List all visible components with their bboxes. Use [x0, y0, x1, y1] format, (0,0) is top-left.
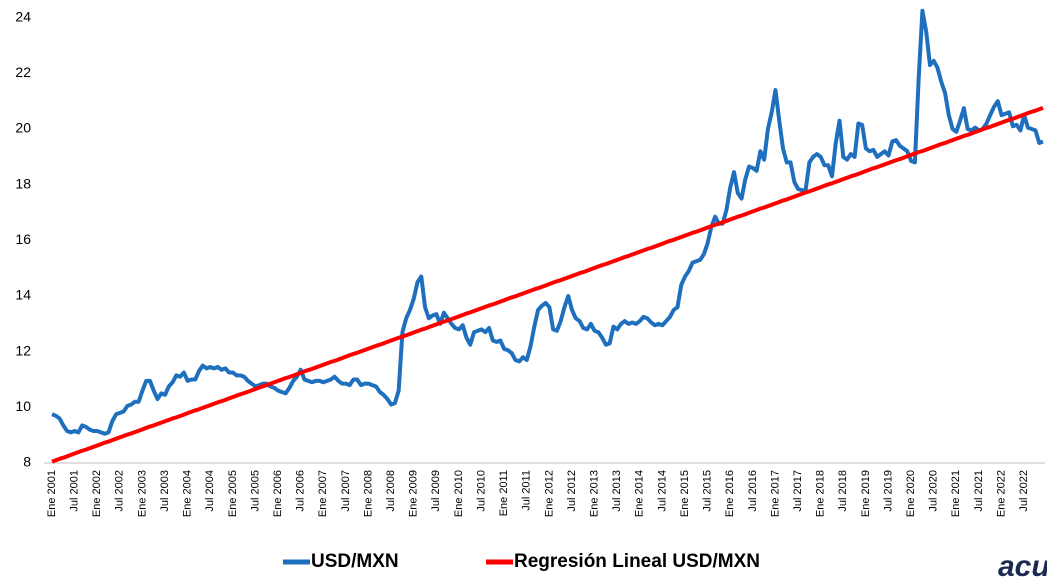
x-tick-label: Ene 2009 [408, 470, 420, 517]
x-tick-label: Jul 2010 [475, 470, 487, 512]
y-tick-label: 14 [15, 287, 31, 303]
x-tick-label: Jul 2021 [973, 470, 985, 512]
y-tick-label: 10 [15, 398, 31, 414]
x-tick-label: Jul 2018 [837, 470, 849, 512]
x-tick-label: Jul 2015 [702, 470, 714, 512]
data-line [51, 105, 1044, 464]
legend-label: USD/MXN [311, 551, 399, 572]
x-tick-label: Ene 2003 [136, 470, 148, 517]
x-tick-label: Ene 2017 [769, 470, 781, 517]
x-tick-label: Ene 2022 [995, 470, 1007, 517]
x-tick-label: Ene 2016 [724, 470, 736, 517]
x-tick-label: Jul 2005 [249, 470, 261, 512]
x-tick-label: Jul 2008 [385, 470, 397, 512]
y-tick-label: 12 [15, 342, 31, 358]
x-tick-label: Ene 2008 [362, 470, 374, 517]
x-tick-label: Ene 2011 [498, 470, 510, 516]
x-tick-label: Ene 2015 [679, 470, 691, 517]
x-tick-label: Jul 2012 [566, 470, 578, 512]
y-tick-label: 18 [15, 175, 31, 191]
x-tick-label: Ene 2001 [46, 470, 58, 517]
x-tick-label: Jul 2006 [295, 470, 307, 512]
y-tick-label: 16 [15, 231, 31, 247]
x-tick-label: Jul 2017 [792, 470, 804, 512]
x-tick-label: Ene 2007 [317, 470, 329, 517]
x-tick-label: Ene 2014 [634, 470, 646, 517]
x-tick-label: Jul 2003 [159, 470, 171, 512]
x-tick-label: Ene 2006 [272, 470, 284, 517]
x-tick-label: Ene 2012 [543, 470, 555, 517]
x-tick-label: Ene 2010 [453, 470, 465, 517]
y-tick-label: 8 [23, 454, 31, 470]
x-tick-label: Jul 2019 [882, 470, 894, 512]
x-tick-label: Ene 2005 [227, 470, 239, 517]
x-tick-label: Jul 2014 [656, 470, 668, 512]
x-tick-label: Jul 2020 [928, 470, 940, 512]
x-tick-label: Jul 2004 [204, 470, 216, 512]
legend-label: Regresión Lineal USD/MXN [514, 551, 760, 572]
x-tick-label: Jul 2016 [747, 470, 759, 512]
y-tick-label: 22 [15, 64, 31, 80]
x-tick-label: Ene 2013 [589, 470, 601, 517]
x-tick-label: Ene 2020 [905, 470, 917, 517]
x-tick-label: Ene 2002 [91, 470, 103, 517]
x-tick-label: Jul 2001 [69, 470, 81, 512]
x-tick-label: Ene 2021 [950, 470, 962, 517]
x-tick-label: Jul 2013 [611, 470, 623, 512]
x-tick-label: Jul 2009 [430, 470, 442, 512]
logo: acus [998, 550, 1047, 577]
x-tick-label: Jul 2002 [114, 470, 126, 512]
x-tick-label: Ene 2019 [860, 470, 872, 517]
y-tick-label: 20 [15, 120, 31, 136]
x-tick-label: Ene 2018 [815, 470, 827, 517]
y-tick-label: 24 [15, 8, 31, 24]
data-line [51, 8, 1044, 436]
x-tick-label: Ene 2004 [182, 470, 194, 517]
x-tick-label: Jul 2022 [1018, 470, 1030, 512]
x-tick-label: Jul 2011 [521, 470, 533, 511]
x-tick-label: Jul 2007 [340, 470, 352, 512]
